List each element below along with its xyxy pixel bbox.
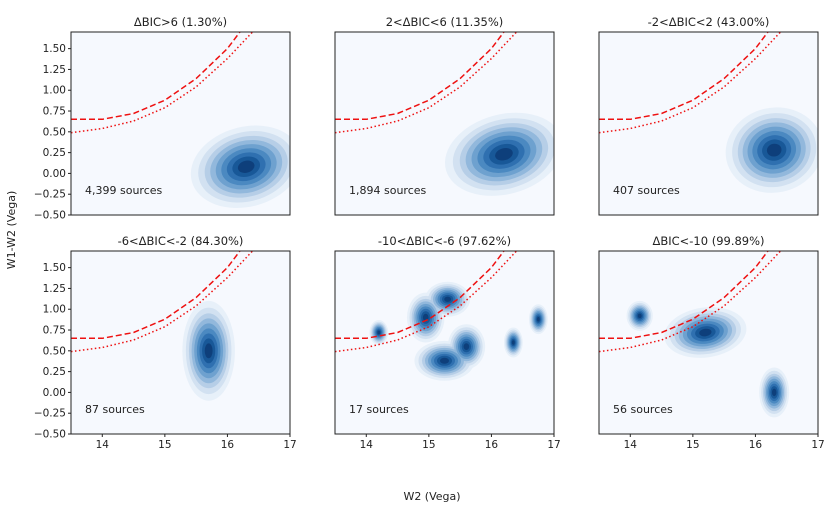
density-level — [766, 143, 782, 157]
panel-title: ΔBIC>6 (1.30%) — [134, 15, 227, 29]
density-contours — [445, 112, 554, 196]
y-tick-label: 1.50 — [43, 43, 66, 55]
y-tick-label: 1.00 — [43, 85, 66, 97]
panel-title: -10<ΔBIC<-6 (97.62%) — [378, 234, 511, 248]
y-tick-label: 1.25 — [43, 64, 66, 76]
density-contours — [725, 107, 818, 193]
panel-title: -6<ΔBIC<-2 (84.30%) — [118, 234, 244, 248]
density-level — [495, 148, 513, 161]
panel: 2<ΔBIC<6 (11.35%) 1,894 sources — [334, 15, 555, 216]
panel-frame — [334, 31, 555, 216]
panel: -6<ΔBIC<-2 (84.30%) 87 sources −0.50 −0.25 0… — [34, 234, 297, 451]
panel-frame — [70, 31, 291, 216]
dashed-curve — [335, 251, 505, 340]
source-count: 407 sources — [613, 184, 680, 197]
source-count: 56 sources — [613, 403, 673, 416]
panel: ΔBIC<-10 (99.89%) 56 sources 14 15 16 17 — [598, 234, 825, 451]
y-tick-label: −0.25 — [34, 408, 66, 420]
density-contours — [182, 300, 235, 401]
panel-frame — [334, 250, 555, 435]
panel-background — [71, 251, 290, 434]
density-contours — [626, 300, 790, 418]
x-tick-label: 14 — [96, 439, 110, 451]
x-tick-label: 14 — [360, 439, 374, 451]
dashed-curve — [335, 32, 505, 121]
y-tick-label: 0.25 — [43, 366, 66, 378]
panel-title: 2<ΔBIC<6 (11.35%) — [386, 15, 504, 29]
source-count: 87 sources — [85, 403, 145, 416]
dashed-curve — [599, 251, 769, 340]
y-tick-label: 0.50 — [43, 126, 66, 138]
panel: ΔBIC>6 (1.30%) 4,399 sources −0.50 −0.25 0.0… — [34, 15, 291, 222]
density-level — [377, 330, 381, 335]
y-tick-label: 0.75 — [43, 106, 66, 118]
x-tick-label: 14 — [624, 439, 638, 451]
dotted-curve — [71, 32, 254, 134]
density-level — [771, 388, 777, 397]
density-level — [237, 160, 255, 173]
dashed-curve — [71, 251, 241, 340]
dotted-curve — [335, 32, 518, 134]
x-tick-label: 17 — [547, 439, 560, 451]
density-level — [699, 328, 712, 337]
x-tick-label: 15 — [158, 439, 171, 451]
y-tick-label: 0.25 — [43, 147, 66, 159]
panel-grid: ΔBIC>6 (1.30%) 4,399 sources −0.50 −0.25 0.0… — [34, 15, 825, 451]
dotted-curve — [599, 251, 782, 353]
source-count: 4,399 sources — [85, 184, 163, 197]
dashed-curve — [599, 32, 769, 121]
y-tick-label: −0.50 — [34, 210, 66, 222]
y-tick-label: 1.25 — [43, 283, 66, 295]
source-count: 1,894 sources — [349, 184, 427, 197]
y-tick-label: 0.00 — [43, 168, 66, 180]
x-tick-label: 17 — [283, 439, 296, 451]
x-tick-label: 15 — [422, 439, 435, 451]
source-count: 17 sources — [349, 403, 409, 416]
y-axis-label: W1-W2 (Vega) — [5, 191, 18, 270]
dotted-curve — [71, 251, 254, 353]
dotted-curve — [599, 32, 782, 134]
dotted-curve — [335, 251, 518, 353]
y-tick-label: −0.50 — [34, 429, 66, 441]
x-axis-label: W2 (Vega) — [403, 490, 460, 503]
density-level — [204, 343, 213, 359]
panel-frame — [598, 31, 819, 216]
panel-title: ΔBIC<-10 (99.89%) — [652, 234, 764, 248]
panel: -10<ΔBIC<-6 (97.62%) 17 sources 14 15 16 17 — [334, 234, 561, 451]
density-level — [637, 313, 642, 319]
y-tick-label: 0.75 — [43, 325, 66, 337]
y-tick-label: 0.50 — [43, 345, 66, 357]
y-tick-label: 1.50 — [43, 262, 66, 274]
density-level — [463, 343, 470, 351]
panel: -2<ΔBIC<2 (43.00%) 407 sources — [598, 15, 819, 216]
density-level — [444, 296, 452, 302]
panel-title: -2<ΔBIC<2 (43.00%) — [648, 15, 770, 29]
x-tick-label: 16 — [749, 439, 763, 451]
density-level — [536, 316, 540, 322]
y-tick-label: 0.00 — [43, 387, 66, 399]
density-level — [511, 340, 515, 345]
dashed-curve — [71, 32, 241, 121]
density-level — [439, 357, 450, 364]
density-contours — [190, 125, 290, 208]
y-tick-label: −0.25 — [34, 189, 66, 201]
x-tick-label: 16 — [221, 439, 235, 451]
x-tick-label: 16 — [485, 439, 499, 451]
x-tick-label: 17 — [811, 439, 824, 451]
panel-frame — [70, 250, 291, 435]
x-tick-label: 15 — [686, 439, 699, 451]
panel-frame — [598, 250, 819, 435]
y-tick-label: 1.00 — [43, 304, 66, 316]
